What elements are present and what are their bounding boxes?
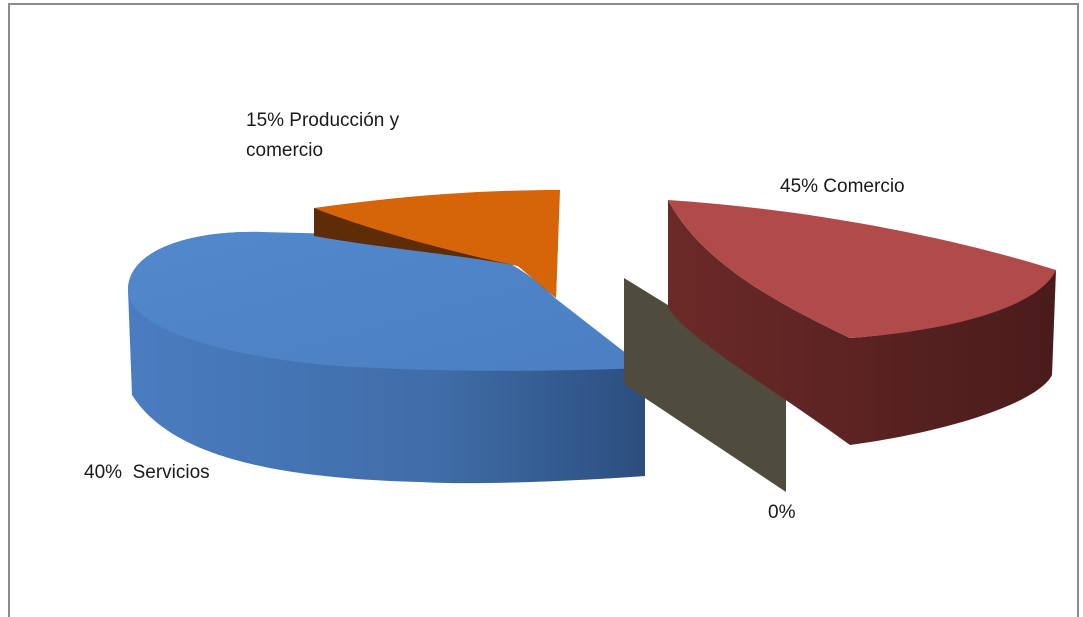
- slice-comercio-side: [668, 200, 1056, 445]
- slice-servicios: [128, 231, 645, 484]
- slice-produccion-side: [314, 208, 558, 298]
- slice-zero: [624, 278, 786, 492]
- slice-servicios-top: [128, 231, 645, 371]
- data-label-zero: 0%: [768, 502, 796, 523]
- slice-comercio-top: [668, 200, 1056, 338]
- slice-comercio: [668, 200, 1056, 445]
- data-label-comercio: 45% Comercio: [780, 176, 905, 197]
- data-label-produccion: 15% Producción y comercio: [246, 110, 400, 161]
- slice-produccion-top: [314, 190, 560, 298]
- slice-produccion: [314, 190, 560, 298]
- data-label-servicios: 40% Servicios: [84, 462, 210, 483]
